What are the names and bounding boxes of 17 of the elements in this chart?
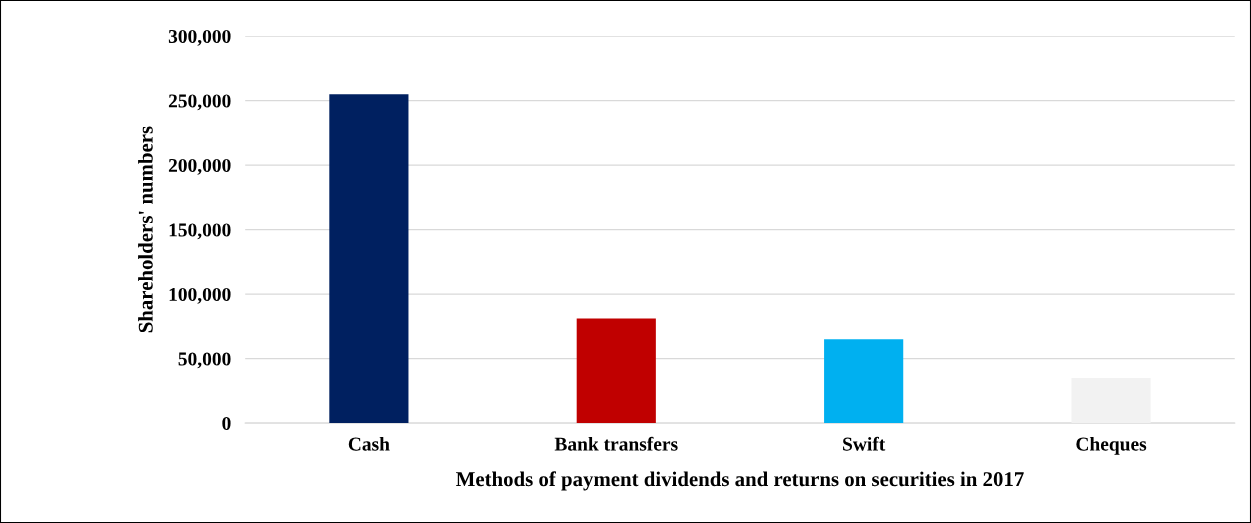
bar bbox=[329, 94, 409, 424]
y-tick-label: 100,000 bbox=[169, 287, 231, 304]
x-tick-label: Cash bbox=[348, 437, 390, 451]
y-tick-label: 0 bbox=[222, 416, 231, 431]
y-axis-title: Shareholders' numbers bbox=[138, 126, 153, 333]
y-tick-label: 300,000 bbox=[168, 29, 231, 46]
x-tick-label: Bank transfers bbox=[554, 436, 678, 451]
x-tick-label: Swift bbox=[843, 436, 886, 451]
x-tick-label: Cheques bbox=[1076, 437, 1147, 455]
x-axis-title: Methods of payment dividends and returns on securities in 2017 bbox=[456, 471, 1024, 491]
bar bbox=[824, 339, 904, 424]
y-tick-label: 50,000 bbox=[178, 352, 231, 369]
bar bbox=[1071, 377, 1151, 424]
y-tick-label: 250,000 bbox=[168, 94, 231, 111]
y-tick-label: 200,000 bbox=[168, 158, 231, 175]
y-tick-label: 150,000 bbox=[169, 223, 231, 240]
bar bbox=[576, 318, 656, 424]
